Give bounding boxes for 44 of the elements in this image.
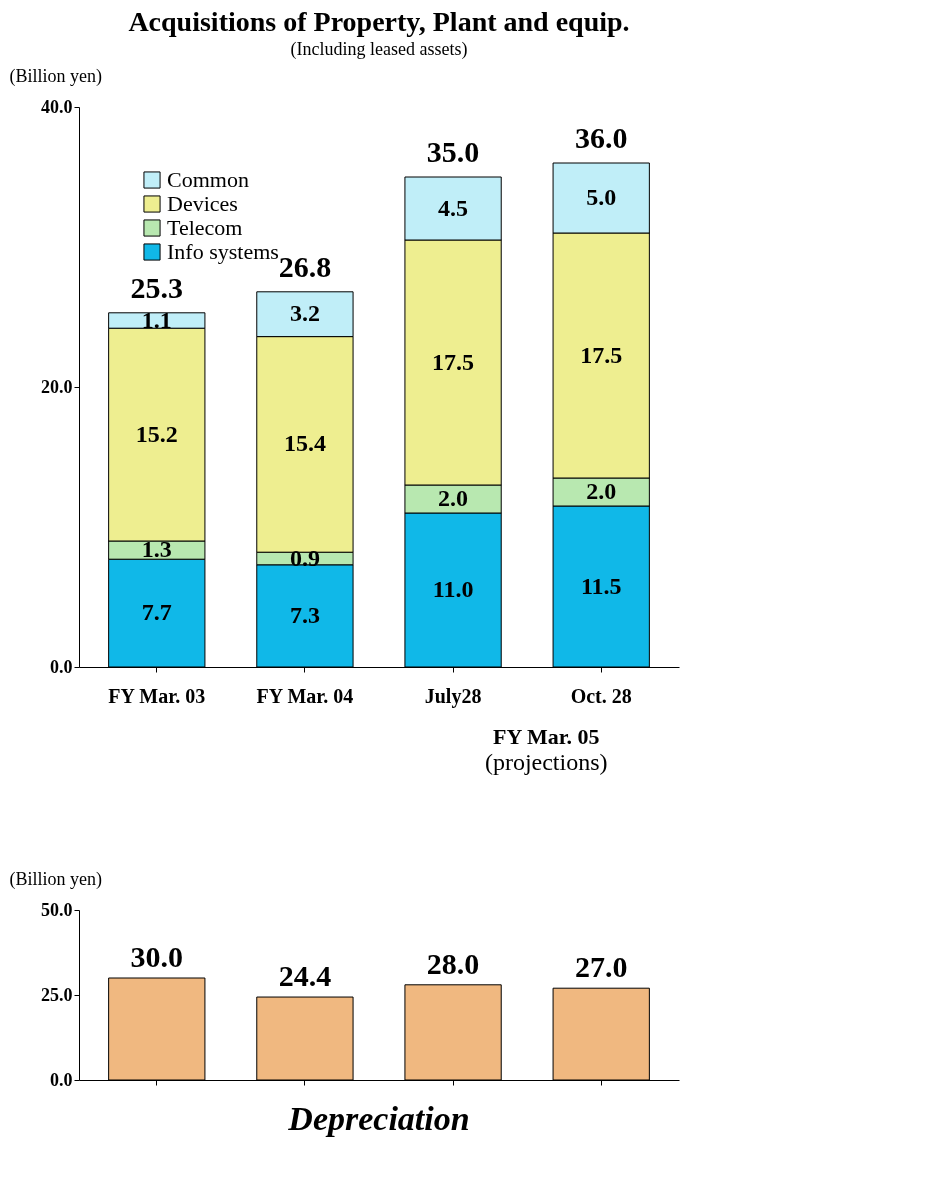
text: FY Mar. 05 (492, 724, 600, 749)
data-label: 1.1 (141, 306, 172, 333)
text: (projections) (484, 749, 608, 775)
legend-label: Telecom (167, 215, 243, 240)
data-label: 1.3 (141, 536, 172, 563)
legend-label: Devices (167, 191, 238, 216)
data-label: 4.5 (438, 194, 469, 221)
data-label: 30.0 (130, 940, 184, 973)
y-tick-label: 25.0 (41, 984, 73, 1005)
y-tick-label: 50.0 (41, 899, 73, 920)
total-label: 35.0 (426, 135, 480, 168)
data-label: 3.2 (289, 300, 320, 327)
total-label: 25.3 (130, 270, 184, 304)
y-axis-title: (Billion yen) (9, 65, 102, 87)
data-label: 2.0 (438, 485, 469, 511)
chart-title: Acquisitions of Property, Plant and equip. (128, 6, 630, 37)
y-tick-label: 20.0 (41, 376, 73, 397)
y-tick-label: 0.0 (50, 656, 73, 677)
data-label: 17.5 (580, 341, 623, 368)
total-label: 26.8 (278, 249, 332, 283)
data-label: 24.4 (278, 959, 332, 993)
data-label: 11.0 (432, 576, 474, 602)
text: Depreciation (287, 1100, 470, 1137)
legend-label: Info systems (167, 239, 279, 264)
x-tick-label: FY Mar. 03 (108, 684, 206, 707)
data-label: 7.7 (141, 599, 172, 626)
data-label: 2.0 (586, 478, 617, 504)
data-label: 7.3 (289, 601, 320, 628)
data-label: 27.0 (574, 950, 628, 984)
y-tick-label: 40.0 (41, 96, 73, 117)
legend-label: Common (167, 167, 249, 192)
x-tick-label: FY Mar. 04 (256, 684, 354, 707)
x-tick-label: Oct. 28 (570, 684, 632, 707)
data-label: 15.2 (135, 420, 178, 447)
data-label: 28.0 (426, 946, 480, 980)
data-label: 11.5 (580, 572, 622, 599)
y-tick-label: 0.0 (50, 1069, 73, 1090)
data-label: 15.4 (283, 430, 326, 457)
y-axis-title: (Billion yen) (9, 868, 102, 890)
x-tick-label: July28 (424, 684, 482, 708)
total-label: 36.0 (574, 121, 628, 154)
chart-subtitle: (Including leased assets) (290, 39, 468, 60)
data-label: 17.5 (432, 348, 475, 375)
data-label: 5.0 (586, 184, 617, 210)
